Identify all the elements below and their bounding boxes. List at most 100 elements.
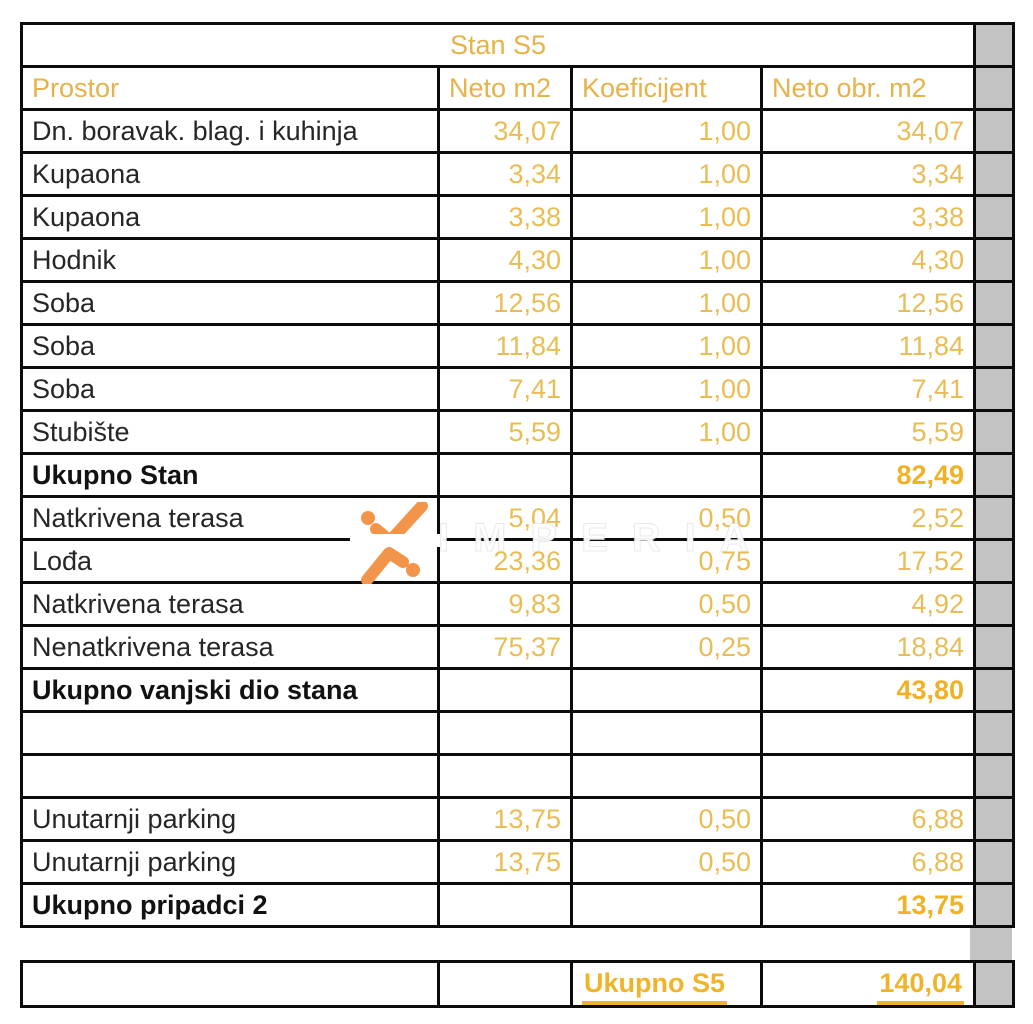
gray-cell <box>973 151 1016 197</box>
cell-neto-obr-m2: 12,56 <box>759 280 977 326</box>
cell-prostor: Ukupno vanjski dio stana <box>20 667 440 713</box>
gray-strip <box>970 928 1012 960</box>
cell-neto-m2: 3,38 <box>437 194 573 240</box>
cell-koeficijent <box>570 667 763 713</box>
cell-prostor: Lođa <box>20 538 440 584</box>
table-row: Hodnik 4,30 1,00 4,30 <box>20 237 1016 283</box>
grand-total-label: Ukupno S5 <box>582 966 728 1004</box>
cell-neto-m2 <box>437 667 573 713</box>
cell-neto-m2: 75,37 <box>437 624 573 670</box>
cell-prostor: Unutarnji parking <box>20 796 440 842</box>
cell-koeficijent: 1,00 <box>570 366 763 412</box>
cell-neto-obr-m2: 17,52 <box>759 538 977 584</box>
cell-neto-obr-m2: 3,38 <box>759 194 977 240</box>
cell-neto-obr-m2: 6,88 <box>759 796 977 842</box>
gray-cell <box>973 409 1016 455</box>
cell-prostor: Ukupno pripadci 2 <box>20 882 440 928</box>
gray-cell <box>973 839 1016 885</box>
cell-neto-obr-m2: 43,80 <box>759 667 977 713</box>
gray-cell <box>973 237 1016 283</box>
column-header-prostor: Prostor <box>20 65 440 111</box>
cell-neto-m2: 9,83 <box>437 581 573 627</box>
gray-cell <box>973 960 1015 1008</box>
apartment-area-table: Stan S5 Prostor Neto m2 Koeficijent Neto… <box>19 22 1016 928</box>
grand-total-value-cell: 140,04 <box>760 960 976 1008</box>
cell-koeficijent: 0,50 <box>570 839 763 885</box>
cell-koeficijent <box>570 452 763 498</box>
cell-neto-m2: 11,84 <box>437 323 573 369</box>
cell-koeficijent: 0,75 <box>570 538 763 584</box>
cell-neto-m2: 13,75 <box>437 839 573 885</box>
cell-koeficijent: 1,00 <box>570 323 763 369</box>
table-row: Stubište 5,59 1,00 5,59 <box>20 409 1016 455</box>
cell-neto-obr-m2: 3,34 <box>759 151 977 197</box>
cell-prostor: Kupaona <box>20 151 440 197</box>
table-row: Ukupno pripadci 2 13,75 <box>20 882 1016 928</box>
gray-cell <box>973 65 1016 111</box>
table-body: Dn. boravak. blag. i kuhinja 34,07 1,00 34,… <box>20 108 1016 928</box>
table-row: Natkrivena terasa 5,04 0,50 2,52 <box>20 495 1016 541</box>
cell-prostor: Natkrivena terasa <box>20 495 440 541</box>
cell-koeficijent: 1,00 <box>570 409 763 455</box>
gray-cell <box>973 366 1016 412</box>
cell-neto-m2: 4,30 <box>437 237 573 283</box>
table-gap <box>20 928 1012 960</box>
cell-neto-obr-m2: 82,49 <box>759 452 977 498</box>
cell-neto-obr-m2: 5,59 <box>759 409 977 455</box>
table-row: Soba 12,56 1,00 12,56 <box>20 280 1016 326</box>
gray-cell <box>973 710 1016 756</box>
cell-koeficijent: 0,25 <box>570 624 763 670</box>
table-row <box>20 710 1016 756</box>
gray-cell <box>973 538 1016 584</box>
cell-koeficijent: 1,00 <box>570 151 763 197</box>
column-header-koeficijent: Koeficijent <box>570 65 763 111</box>
cell-neto-m2 <box>437 882 573 928</box>
cell-neto-m2: 5,04 <box>437 495 573 541</box>
gray-cell <box>973 753 1016 799</box>
gray-cell <box>973 22 1016 68</box>
cell-prostor: Hodnik <box>20 237 440 283</box>
grand-total-value: 140,04 <box>877 966 964 1004</box>
cell-prostor: Natkrivena terasa <box>20 581 440 627</box>
cell-neto-obr-m2: 7,41 <box>759 366 977 412</box>
table-row: Unutarnji parking 13,75 0,50 6,88 <box>20 839 1016 885</box>
cell-prostor: Soba <box>20 366 440 412</box>
table-row: Dn. boravak. blag. i kuhinja 34,07 1,00 34,… <box>20 108 1016 154</box>
gray-cell <box>973 194 1016 240</box>
cell-koeficijent <box>570 710 763 756</box>
gray-cell <box>973 495 1016 541</box>
cell-koeficijent: 1,00 <box>570 108 763 154</box>
empty-cell <box>20 960 440 1008</box>
table-row: Lođa 23,36 0,75 17,52 <box>20 538 1016 584</box>
gray-cell <box>973 667 1016 713</box>
cell-koeficijent <box>570 882 763 928</box>
cell-neto-obr-m2: 2,52 <box>759 495 977 541</box>
cell-prostor: Nenatkrivena terasa <box>20 624 440 670</box>
table-row: Ukupno Stan 82,49 <box>20 452 1016 498</box>
cell-neto-obr-m2: 18,84 <box>759 624 977 670</box>
table-row <box>20 753 1016 799</box>
table-title: Stan S5 <box>19 22 977 68</box>
table-row: Nenatkrivena terasa 75,37 0,25 18,84 <box>20 624 1016 670</box>
grand-total-row: Ukupno S5 140,04 <box>20 960 1015 1008</box>
gray-cell <box>973 280 1016 326</box>
gray-cell <box>973 796 1016 842</box>
gray-cell <box>973 452 1016 498</box>
cell-koeficijent <box>570 753 763 799</box>
cell-prostor: Ukupno Stan <box>20 452 440 498</box>
title-row: Stan S5 <box>19 22 1016 68</box>
cell-neto-obr-m2: 34,07 <box>759 108 977 154</box>
cell-neto-m2: 5,59 <box>437 409 573 455</box>
cell-koeficijent: 0,50 <box>570 581 763 627</box>
cell-koeficijent: 1,00 <box>570 280 763 326</box>
cell-neto-obr-m2: 13,75 <box>759 882 977 928</box>
empty-cell <box>437 960 573 1008</box>
cell-neto-m2: 23,36 <box>437 538 573 584</box>
cell-neto-m2 <box>437 753 573 799</box>
cell-neto-obr-m2: 11,84 <box>759 323 977 369</box>
cell-neto-m2: 7,41 <box>437 366 573 412</box>
table-row: Unutarnji parking 13,75 0,50 6,88 <box>20 796 1016 842</box>
grand-total-label-cell: Ukupno S5 <box>570 960 763 1008</box>
cell-prostor: Kupaona <box>20 194 440 240</box>
